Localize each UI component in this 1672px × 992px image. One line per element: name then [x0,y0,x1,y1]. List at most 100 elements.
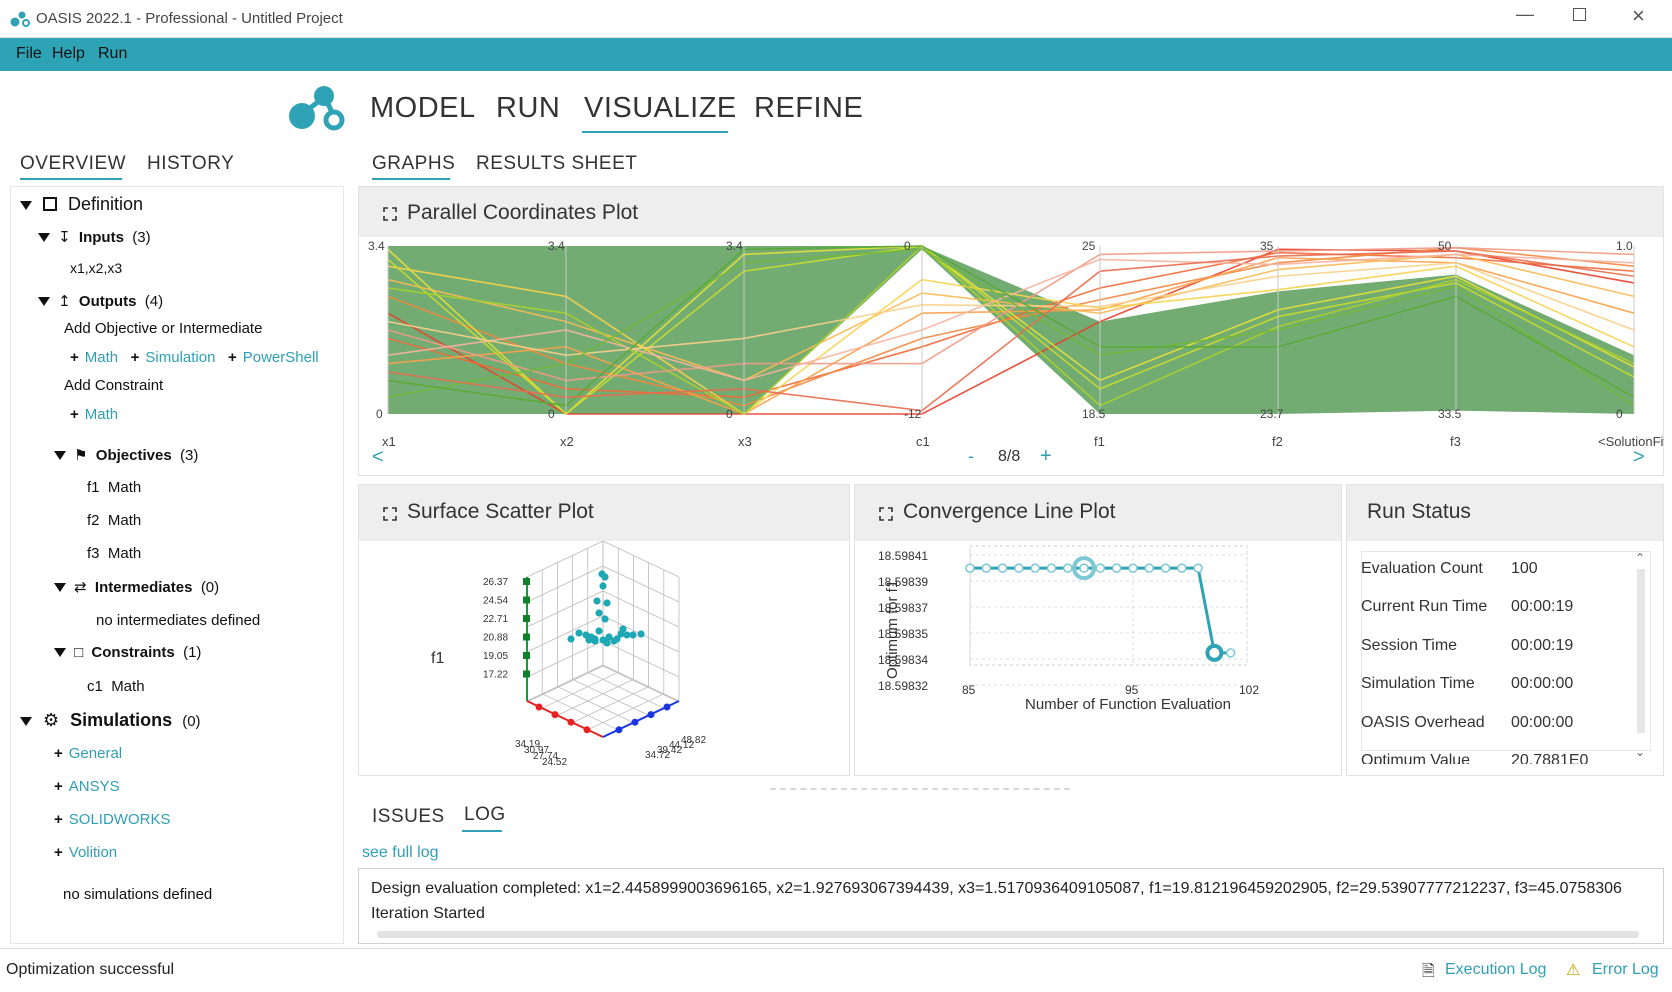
overview-panel [10,186,344,944]
x-tick-label: 102 [1239,683,1259,697]
stat-value: 00:00:00 [1511,714,1574,731]
next-page-button[interactable]: > [1633,446,1645,468]
prev-page-button[interactable]: < [372,446,384,468]
maximize-icon[interactable] [1573,8,1586,21]
parallel-coordinates-chart[interactable]: 3.4 0 x1 3.4 0 x2 3.4 0 x3 0 -12 c1 25 18.5 f1 35 23.7 f2… [358,236,1664,476]
expand-icon[interactable] [383,207,397,221]
tree-constraints[interactable]: □ Constraints (1) [54,644,201,661]
add-axis-button[interactable]: + [1040,445,1052,467]
scroll-down-icon[interactable]: ⌄ [1635,745,1646,759]
tree-definition[interactable]: Definition [20,194,143,215]
constraint-item[interactable]: c1 Math [87,678,145,695]
add-simulation-link[interactable]: Simulation [145,349,216,366]
grid-line [602,565,680,603]
objective-item[interactable]: f3 Math [87,545,142,562]
plus-icon: + [70,349,79,366]
log-box[interactable]: Design evaluation completed: x1=2.445899… [358,868,1664,944]
nav-refine[interactable]: REFINE [754,92,864,124]
tree-outputs[interactable]: ↥ Outputs (4) [38,292,163,310]
panel-title: Parallel Coordinates Plot [407,201,639,224]
output-icon: ↥ [58,293,71,310]
axis-min-label: 23.7 [1260,407,1284,421]
tree-simulations[interactable]: ⚙ Simulations (0) [20,710,201,731]
y-tick-label: 48.82 [681,735,706,746]
scrollbar[interactable] [1637,569,1645,733]
tree-intermediates[interactable]: ⇄ Intermediates (0) [54,578,219,596]
surface-scatter-chart[interactable]: f1 26.37 24.54 22.71 20.88 19.05 17.22 34.1930.… [359,541,849,775]
collapse-icon[interactable] [54,451,66,460]
axis-max-label: 3.4 [368,239,385,253]
run-status-list[interactable] [1361,551,1651,751]
horizontal-scrollbar[interactable] [377,931,1639,938]
nav-run[interactable]: RUN [496,92,561,124]
axis-name-label: c1 [916,434,930,449]
scatter-point [575,629,583,637]
data-point [1193,563,1203,573]
objective-item[interactable]: f2 Math [87,512,142,529]
splitter-handle[interactable] [770,788,1070,790]
tab-results-sheet[interactable]: RESULTS SHEET [476,153,638,174]
see-full-log-link[interactable]: see full log [362,844,439,861]
close-icon[interactable]: × [1632,3,1645,28]
grid-line [526,665,604,703]
grid-line [526,640,604,678]
scroll-up-icon[interactable]: ⌃ [1635,551,1646,565]
tab-graphs[interactable]: GRAPHS [372,153,456,174]
axis-name-label: f1 [1094,434,1105,449]
scatter-point [593,597,601,605]
y-tick-label: 18.59839 [878,575,928,589]
sim-link-solidworks[interactable]: + SOLIDWORKS [54,811,171,828]
solution-line [387,245,1635,416]
collapse-icon[interactable] [38,233,50,242]
grid-line [572,679,649,716]
add-math-link[interactable]: Math [84,349,119,366]
nav-model[interactable]: MODEL [370,92,476,124]
y-axis-title: Optimum for f1 [884,580,901,679]
data-point [1030,563,1040,573]
convergence-chart[interactable]: 18.59841 18.59839 18.59837 18.59835 18.59834… [855,541,1341,775]
error-log-button[interactable]: Error Log [1592,961,1659,978]
add-powershell-link[interactable]: PowerShell [242,349,319,366]
remove-axis-button[interactable]: - [968,446,974,466]
expand-icon[interactable] [383,507,397,521]
nav-active-underline [582,131,728,133]
x-tick-marker [567,718,575,726]
menu-run[interactable]: Run [98,45,128,62]
menu-file[interactable]: File [16,45,42,62]
tree-objectives[interactable]: ⚑ Objectives (3) [54,446,198,464]
inputs-value: x1,x2,x3 [70,260,123,276]
plot-frame [969,545,1248,666]
collapse-icon[interactable] [20,201,32,210]
panel-header [855,485,1341,541]
objective-item[interactable]: f1 Math [87,479,142,496]
menu-help[interactable]: Help [52,45,85,62]
tab-history[interactable]: HISTORY [147,153,235,174]
plus-icon: + [130,349,140,366]
z-tick-label: 20.88 [483,633,508,644]
solution-line [387,250,1635,412]
add-constraint-math-link[interactable]: Math [84,406,119,423]
sim-link-volition[interactable]: + Volition [54,844,118,861]
surface-scatter-panel: Surface Scatter Plot [358,484,850,776]
x-tick-label: 24.52 [542,757,567,768]
y-tick-label: 18.59837 [878,601,928,615]
tab-issues[interactable]: ISSUES [372,806,445,827]
sim-link-ansys[interactable]: + ANSYS [54,778,120,795]
collapse-icon[interactable] [54,583,66,592]
scatter-point [619,625,627,633]
tab-overview[interactable]: OVERVIEW [20,153,127,174]
execution-log-button[interactable]: Execution Log [1445,961,1547,978]
x-tick-marker [535,703,543,711]
axis-name-label: <SolutionFitn [1598,434,1664,449]
minimize-icon[interactable]: — [1516,4,1534,24]
sim-link-general[interactable]: + General [54,745,123,762]
nav-visualize[interactable]: VISUALIZE [584,92,737,124]
collapse-icon[interactable] [20,717,32,726]
expand-icon[interactable] [879,507,893,521]
execution-log-icon: 🗎 [1422,963,1435,980]
collapse-icon[interactable] [54,648,66,657]
collapse-icon[interactable] [38,297,50,306]
tree-inputs[interactable]: ↧ Inputs (3) [38,228,151,246]
stat-value: 100 [1511,560,1538,577]
tab-log[interactable]: LOG [464,804,506,825]
